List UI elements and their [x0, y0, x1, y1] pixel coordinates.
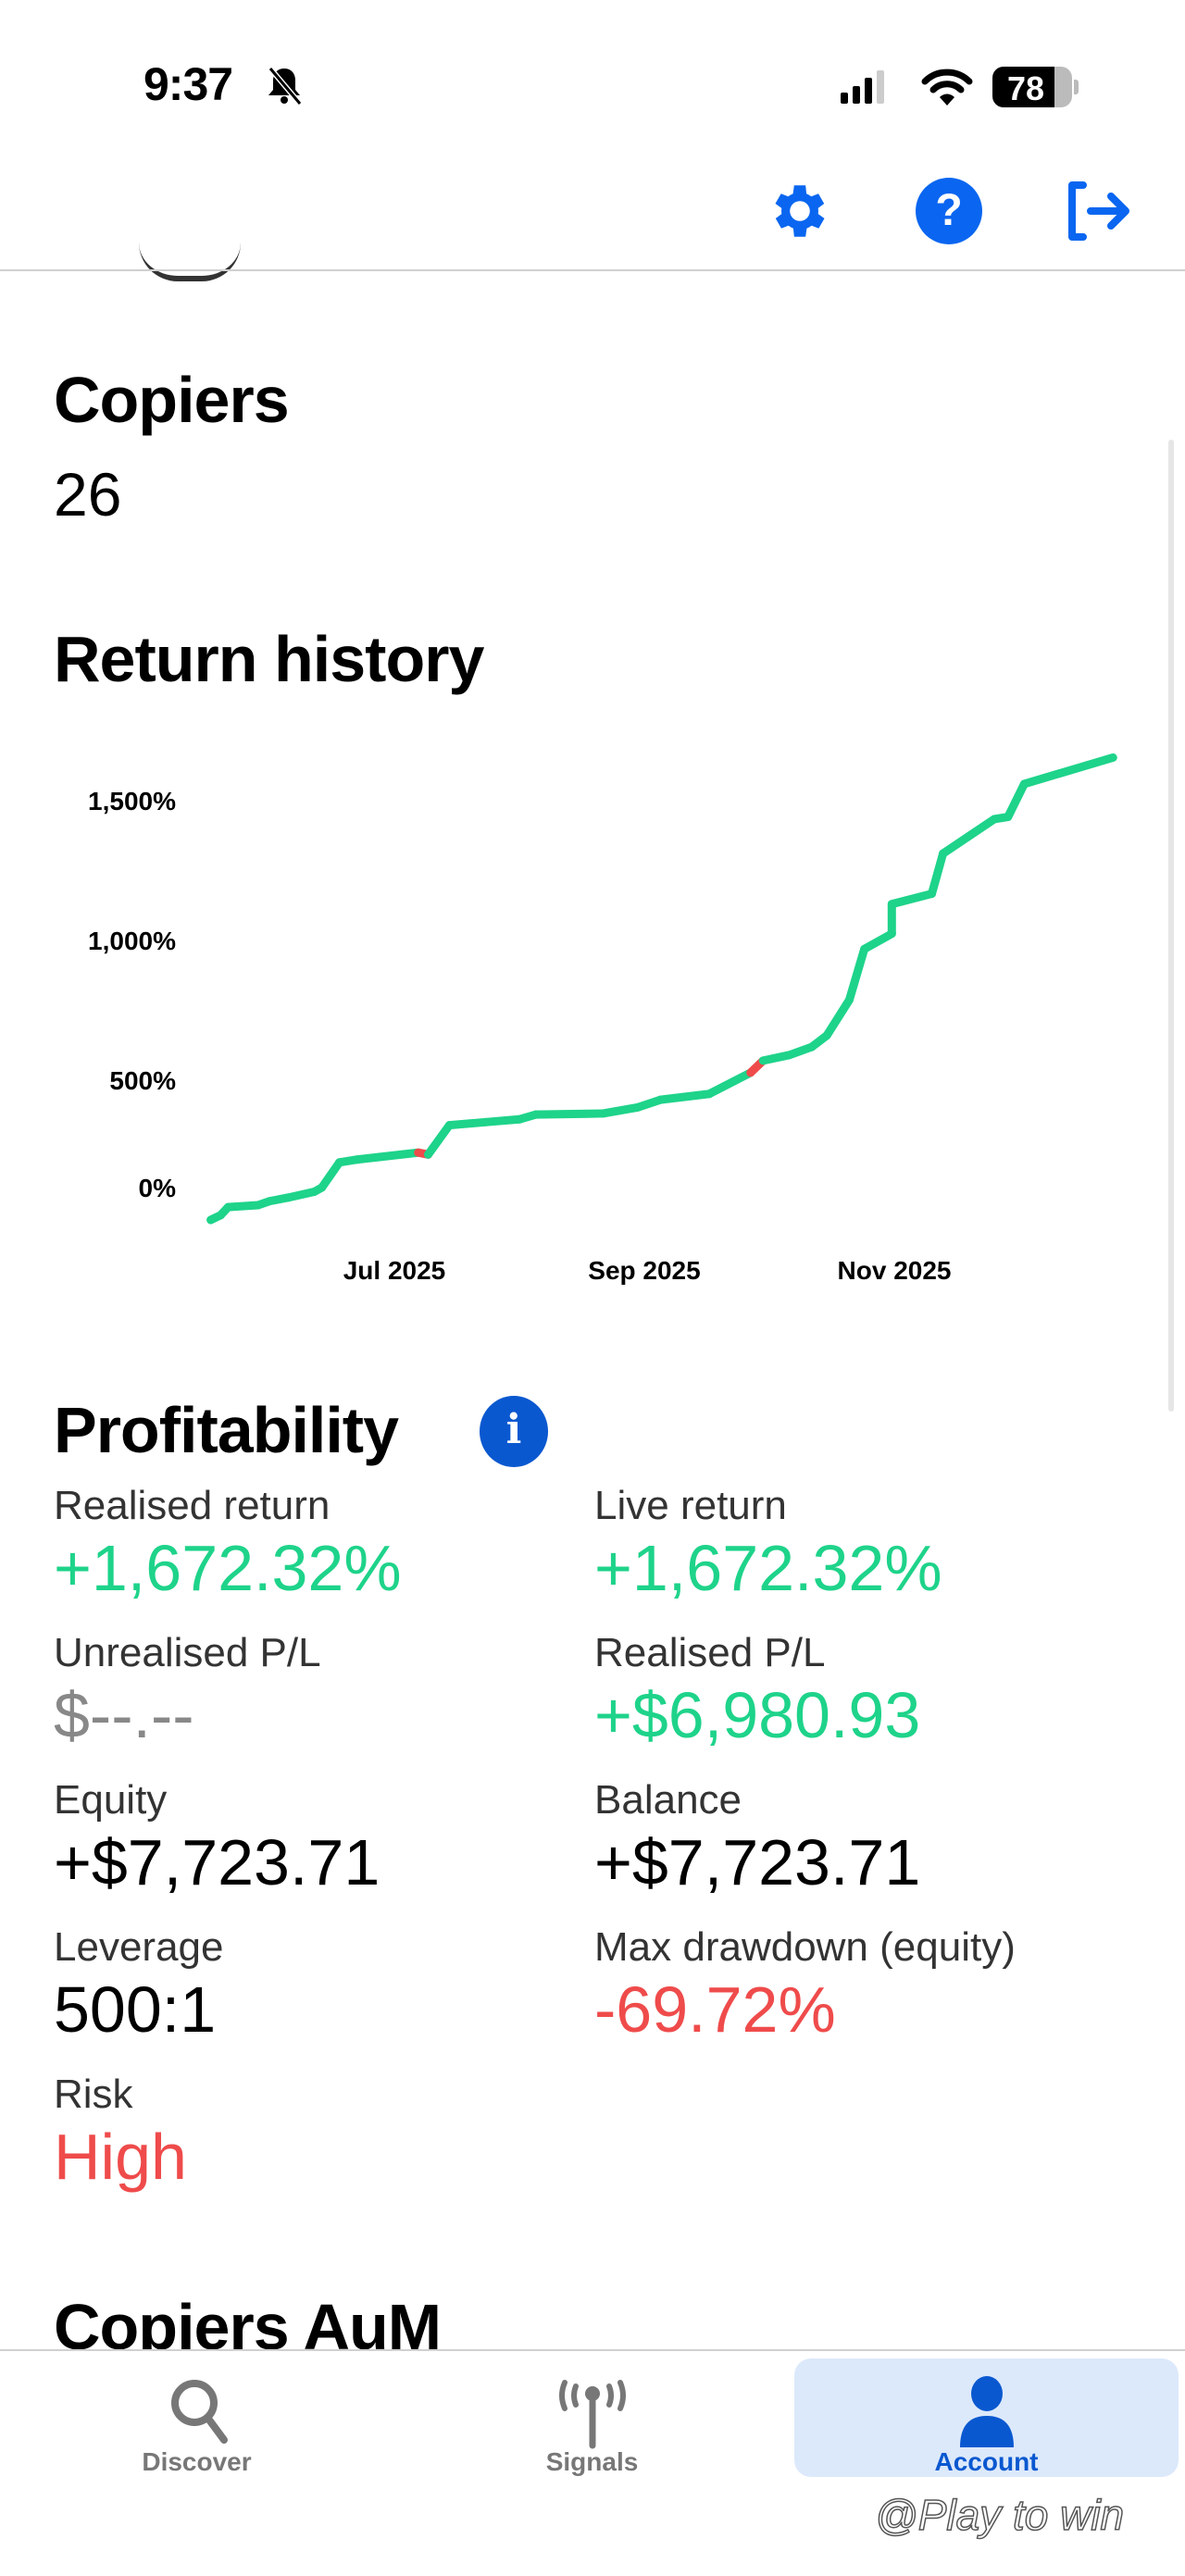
- line-segment-up: [598, 1102, 642, 1118]
- line-segment-up: [1004, 779, 1029, 822]
- stat-label: Max drawdown (equity): [594, 1924, 1016, 1970]
- stat-value: +1,672.32%: [54, 1532, 402, 1604]
- stat-value: +$7,723.71: [594, 1826, 921, 1898]
- line-segment-up: [1019, 753, 1117, 789]
- line-segment-up: [705, 1068, 755, 1099]
- copiers-heading: Copiers: [54, 364, 290, 436]
- tab-label: Signals: [545, 2447, 639, 2476]
- stat-label: Realised return: [54, 1483, 331, 1528]
- info-icon[interactable]: i: [480, 1396, 548, 1467]
- line-segment-up: [939, 815, 999, 858]
- stat-label: Realised P/L: [594, 1630, 826, 1675]
- line-segment-up: [887, 890, 936, 909]
- tab-signals[interactable]: Signals: [400, 2358, 784, 2477]
- wifi-icon: [921, 68, 973, 106]
- tab-discover[interactable]: Discover: [5, 2358, 389, 2477]
- line-segment-up: [423, 1121, 454, 1159]
- stat-value: +$7,723.71: [54, 1826, 380, 1898]
- return-history-heading: Return history: [54, 623, 484, 695]
- stat-value: -69.72%: [594, 1973, 836, 2046]
- line-segment-up: [318, 1158, 344, 1192]
- header-divider: [0, 269, 1185, 271]
- x-tick-label: Nov 2025: [838, 1256, 952, 1285]
- line-segment-up: [758, 1051, 794, 1065]
- profitability-heading: Profitability: [54, 1394, 399, 1466]
- stat-label: Balance: [594, 1777, 742, 1823]
- line-segment-up: [822, 995, 854, 1040]
- y-tick-label: 500%: [109, 1066, 176, 1095]
- line-segment-up: [353, 1148, 423, 1164]
- watermark: @Play to win: [874, 2490, 1125, 2540]
- tab-account[interactable]: Account: [794, 2358, 1179, 2477]
- stat-value: +$6,980.93: [594, 1679, 921, 1751]
- copiers-count: 26: [54, 460, 122, 529]
- stat-label: Leverage: [54, 1924, 224, 1970]
- y-tick-label: 0%: [139, 1174, 177, 1202]
- line-segment-up: [481, 1114, 524, 1126]
- battery-level: 78: [1006, 69, 1045, 107]
- y-tick-label: 1,500%: [88, 787, 176, 815]
- x-tick-label: Jul 2025: [343, 1256, 446, 1285]
- logout-icon[interactable]: [1063, 180, 1133, 243]
- person-icon: [960, 2376, 1014, 2447]
- signal-icon: [841, 70, 884, 104]
- battery-icon: 78: [992, 67, 1072, 107]
- line-segment-up: [928, 849, 948, 899]
- return-history-chart: 0% 500% 1,000% 1,500% Jul 2025 Sep 2025 Nov 20…: [88, 753, 1117, 1285]
- x-tick-label: Sep 2025: [588, 1256, 700, 1285]
- avatar: [139, 243, 241, 281]
- stat-value: High: [54, 2121, 187, 2193]
- bell-slash-icon: [268, 67, 303, 106]
- tab-label: Discover: [142, 2447, 252, 2476]
- line-segment-up: [223, 1201, 263, 1212]
- stat-label: Unrealised P/L: [54, 1630, 321, 1675]
- line-segment-up: [860, 929, 896, 953]
- stat-value: 500:1: [54, 1973, 217, 2046]
- stat-label: Equity: [54, 1777, 168, 1823]
- stat-label: Risk: [54, 2072, 133, 2117]
- help-icon[interactable]: ?: [916, 178, 982, 244]
- line-segment-up: [283, 1187, 319, 1202]
- stat-value: $--.--: [54, 1679, 194, 1751]
- antenna-icon: [559, 2380, 626, 2449]
- stat-value: +1,672.32%: [594, 1532, 942, 1604]
- stat-label: Live return: [594, 1483, 787, 1528]
- battery-cap: [1074, 80, 1079, 94]
- line-segment-up: [844, 944, 869, 1004]
- status-time: 9:37: [143, 58, 233, 110]
- line-segment-up: [444, 1117, 491, 1130]
- gear-icon[interactable]: [766, 177, 834, 245]
- search-icon: [171, 2380, 228, 2444]
- tab-bar: Discover Signals Account: [0, 2349, 1185, 2576]
- scrollbar[interactable]: [1168, 440, 1174, 1412]
- tab-label: Account: [934, 2447, 1039, 2476]
- y-tick-label: 1,000%: [88, 927, 176, 955]
- line-segment-up: [656, 1089, 714, 1104]
